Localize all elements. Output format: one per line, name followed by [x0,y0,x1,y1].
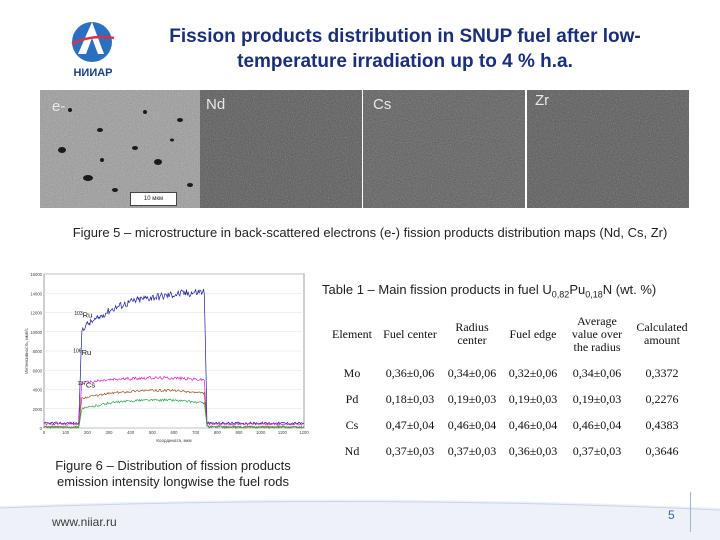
intensity-chart: 0 2000 4000 6000 8000 10000 12000 14000 16000 0 10… [24,272,309,443]
table-cell: 0,34±0,06 [572,365,622,380]
caption-suffix: N (wt. %) [602,282,657,297]
series-label: 103Ru [74,310,92,319]
y-tick-label: 4000 [33,388,43,393]
figure6-caption: Figure 6 – Distribution of fission produ… [55,458,291,489]
micrograph-zr: Zr [527,90,689,208]
series-line [43,288,305,425]
x-tick-label: 500 [149,430,157,435]
table-cell: 0,19±0,03 [572,391,622,406]
x-tick-label: 1000 [256,430,266,435]
series-label: 106Ru [73,348,91,357]
x-axis-label: Координата, мкм [156,438,191,443]
table-cell: 0,32±0,06 [508,365,558,380]
header-cell: Calculated amount [636,320,688,347]
x-tick-label: 1100 [278,430,288,435]
series-label: 137Cs [78,381,96,390]
table-cell: 0,34±0,06 [447,365,497,380]
x-tick-label: 100 [62,430,70,435]
table-cell: 0,19±0,03 [447,391,497,406]
figure5-caption: Figure 5 – microstructure in back-scatte… [72,225,668,240]
header-cell: Radius center [455,320,489,347]
footer-band [0,499,720,540]
micrograph-cs: Cs [363,90,525,208]
header-cell: Fuel center [383,326,437,341]
caption-pu: Pu [569,282,586,297]
header-cell: Element [332,326,372,341]
table-cell: 0,4383 [645,417,679,432]
table-cell: 0,37±0,03 [385,443,435,458]
y-tick-label: 16000 [30,272,42,277]
table-cell: 0,46±0,04 [572,417,622,432]
table-cell: 0,3646 [645,443,679,458]
x-tick-label: 400 [127,430,135,435]
y-tick-label: 14000 [30,291,42,296]
page-title: Fission products distribution in SNUP fu… [169,26,641,72]
table-cell: Mo [343,365,361,380]
table-row: Pd 0,18±0,03 0,19±0,03 0,19±0,03 0,19±0,… [326,386,694,412]
series-line [43,376,305,427]
table-cell: 0,36±0,03 [508,443,558,458]
micrograph-label: Cs [373,96,392,113]
table-cell: Pd [345,391,359,406]
table-header-row: Element Fuel center Radius center Fuel e… [326,308,694,360]
table-cell: 0,19±0,03 [508,391,558,406]
footer-url[interactable]: www.niiar.ru [52,515,117,529]
y-tick-label: 8000 [33,349,43,354]
fission-products-table: Element Fuel center Radius center Fuel e… [326,308,694,464]
x-tick-label: 200 [84,430,92,435]
x-tick-label: 800 [214,430,222,435]
x-tick-label: 300 [106,430,114,435]
table-cell: Cs [345,417,359,432]
x-tick-label: 900 [236,430,244,435]
table-cell: 0,2276 [645,391,679,406]
scale-bar: 10 мкм [130,192,177,206]
y-tick-label: 10000 [30,330,42,335]
table-cell: 0,37±0,03 [447,443,497,458]
caption-prefix: Table 1 – Main fission products in fuel … [322,282,552,297]
series-line [43,398,304,430]
page-number: 5 [668,508,675,522]
table-cell: 0,3372 [645,365,679,380]
y-tick-label: 6000 [33,368,43,373]
x-tick-label: 600 [171,430,179,435]
table-cell: Nd [344,443,360,458]
x-tick-label: 700 [192,430,200,435]
table-row: Mo 0,36±0,06 0,34±0,06 0,32±0,06 0,34±0,… [326,360,694,386]
series-line [43,388,305,429]
header-cell: Average value over the radius [571,313,623,354]
micrograph-nd: Nd [200,90,362,208]
footer-divider [690,492,691,532]
micrograph-label: Nd [206,96,226,113]
caption-sub-u: 0,82 [551,289,570,300]
table-cell: 0,36±0,06 [385,365,435,380]
y-tick-label: 0 [40,426,43,431]
x-tick-label: 1200 [299,430,309,435]
logo-text: НИИАР [73,67,112,79]
caption-sub-pu: 0,18 [585,289,603,300]
niiar-logo: НИИАР [71,22,115,79]
table1-caption: Table 1 – Main fission products in fuel … [322,282,656,300]
micrograph-electron: e- 10 мкм [40,90,202,208]
x-tick-label: 0 [43,430,46,435]
table-cell: 0,37±0,03 [572,443,622,458]
table-cell: 0,18±0,03 [385,391,435,406]
y-tick-label: 2000 [33,407,43,412]
y-tick-label: 12000 [30,311,42,316]
table-row: Nd 0,37±0,03 0,37±0,03 0,36±0,03 0,37±0,… [326,438,694,464]
table-cell: 0,47±0,04 [385,417,435,432]
table-row: Cs 0,47±0,04 0,46±0,04 0,46±0,04 0,46±0,… [326,412,694,438]
header-cell: Fuel edge [509,326,557,341]
table-cell: 0,46±0,04 [508,417,558,432]
micrograph-label: Zr [535,92,550,109]
y-axis-label: Интенсивность, имп/с [24,327,29,373]
table-cell: 0,46±0,04 [447,417,497,432]
micrograph-label: e- [52,98,66,115]
